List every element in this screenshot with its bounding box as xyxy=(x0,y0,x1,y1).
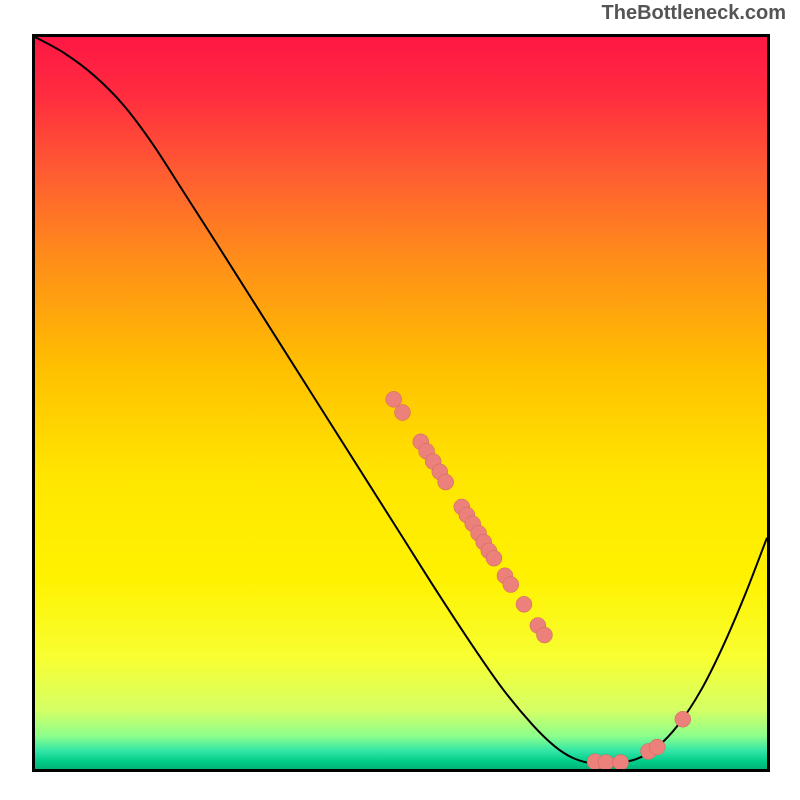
bottleneck-curve xyxy=(35,37,767,769)
data-marker xyxy=(516,596,532,612)
plot-area xyxy=(32,34,770,772)
data-marker xyxy=(536,627,552,643)
data-marker xyxy=(613,754,629,769)
data-marker xyxy=(675,711,691,727)
chart-container: TheBottleneck.com xyxy=(0,0,800,800)
data-marker xyxy=(598,754,614,769)
data-marker xyxy=(394,405,410,421)
watermark-text: TheBottleneck.com xyxy=(602,2,786,25)
data-marker xyxy=(438,474,454,490)
data-marker xyxy=(503,577,519,593)
data-marker xyxy=(486,550,502,566)
data-marker xyxy=(649,739,665,755)
